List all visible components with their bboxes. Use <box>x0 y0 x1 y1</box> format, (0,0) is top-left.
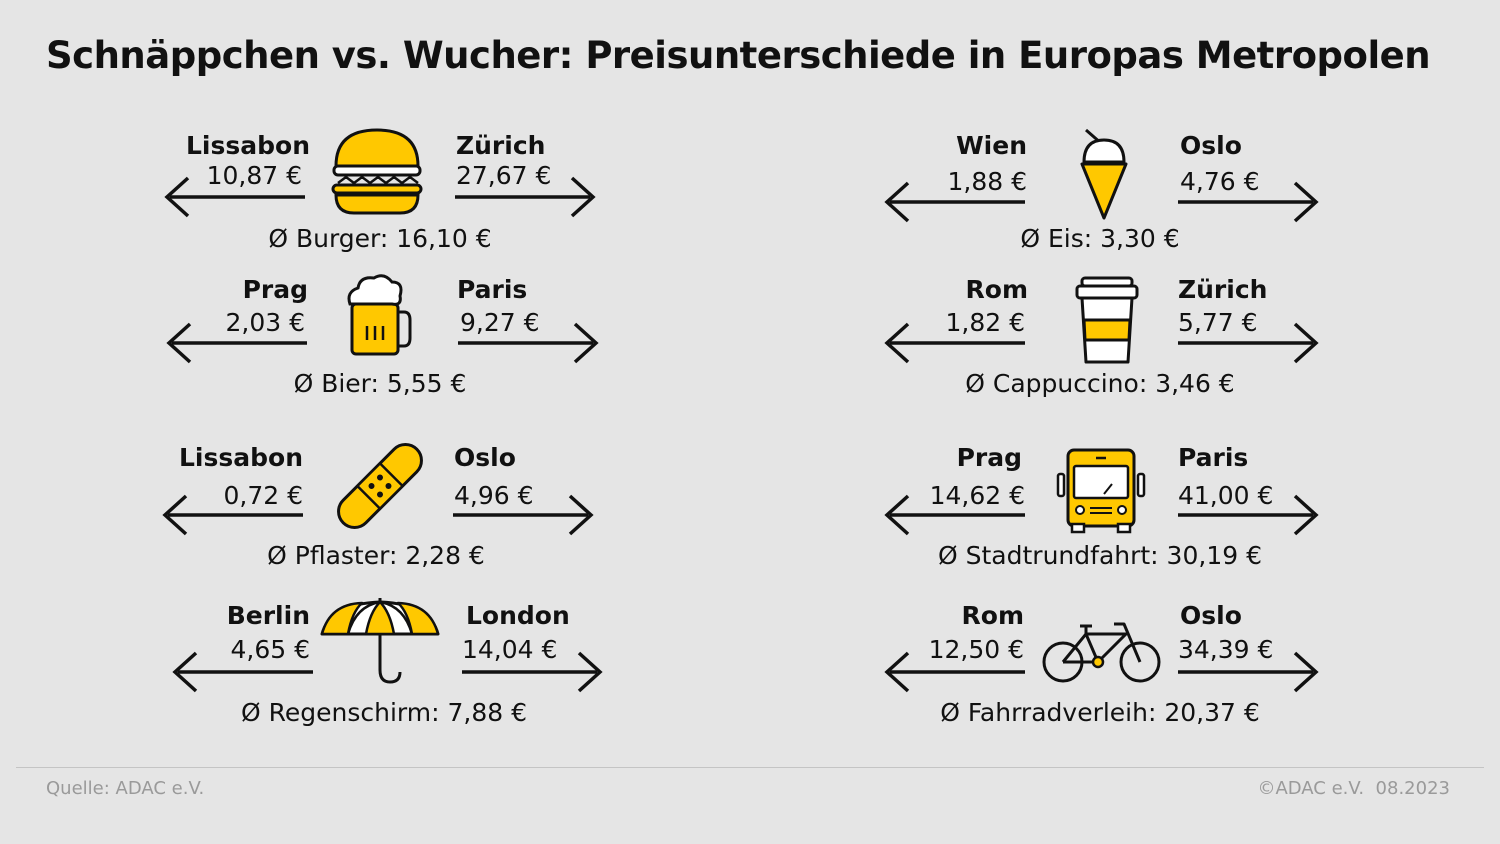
arrow-left <box>164 176 305 218</box>
footer-divider <box>16 767 1484 768</box>
cheap-price: 4,65 € <box>230 635 310 664</box>
comparison-burger: Lissabon 10,87 € Zürich 27,67 € Ø Burger… <box>160 128 600 258</box>
expensive-price: 5,77 € <box>1178 308 1258 337</box>
expensive-city: Zürich <box>456 131 546 160</box>
arrow-right <box>453 494 594 536</box>
arrow-left <box>884 651 1025 693</box>
expensive-city: Zürich <box>1178 275 1268 304</box>
umbrella-icon <box>320 598 440 684</box>
expensive-price: 27,67 € <box>456 161 552 190</box>
coffee-cup-icon <box>1075 276 1139 364</box>
cheap-price: 2,03 € <box>225 308 305 337</box>
arrow-right <box>1178 651 1319 693</box>
beer-mug-icon <box>347 274 412 356</box>
cheap-city: Prag <box>956 443 1022 472</box>
arrow-right <box>1178 181 1319 223</box>
bus-icon <box>1056 448 1146 534</box>
average-price: Ø Fahrradverleih: 20,37 € <box>940 698 1260 727</box>
page-title: Schnäppchen vs. Wucher: Preisunterschied… <box>46 34 1431 77</box>
copyright-note: ©ADAC e.V. 08.2023 <box>1257 778 1450 799</box>
ice-cream-icon <box>1080 128 1128 220</box>
cheap-city: Lissabon <box>179 443 303 472</box>
bicycle-icon <box>1042 622 1161 683</box>
expensive-city: Oslo <box>1180 131 1242 160</box>
average-price: Ø Stadtrundfahrt: 30,19 € <box>938 541 1262 570</box>
cheap-price: 0,72 € <box>223 481 303 510</box>
cheap-price: 1,88 € <box>947 167 1027 196</box>
expensive-price: 9,27 € <box>460 308 540 337</box>
arrow-left <box>166 322 307 364</box>
cheap-city: Lissabon <box>186 131 310 160</box>
arrow-right <box>1178 322 1319 364</box>
expensive-city: Paris <box>1178 443 1249 472</box>
comparison-ice-cream: Wien 1,88 € Oslo 4,76 € Ø Eis: 3,30 € <box>880 128 1320 258</box>
arrow-left <box>884 181 1025 223</box>
arrow-left <box>162 494 303 536</box>
cheap-price: 10,87 € <box>206 161 302 190</box>
cheap-city: Berlin <box>226 601 310 630</box>
expensive-price: 34,39 € <box>1178 635 1274 664</box>
cheap-price: 1,82 € <box>945 308 1025 337</box>
comparison-city-tour: Prag 14,62 € Paris 41,00 € Ø Stadtrundfa… <box>880 440 1320 570</box>
cheap-price: 12,50 € <box>928 635 1024 664</box>
cheap-city: Prag <box>242 275 308 304</box>
cheap-price: 14,62 € <box>929 481 1025 510</box>
expensive-city: Paris <box>457 275 528 304</box>
comparison-bike-rental: Rom 12,50 € Oslo 34,39 € Ø Fahrradverlei… <box>880 598 1320 728</box>
expensive-city: Oslo <box>454 443 516 472</box>
comparison-bandage: Lissabon 0,72 € Oslo 4,96 € Ø Pflaster: … <box>156 440 596 570</box>
expensive-city: London <box>466 601 570 630</box>
expensive-city: Oslo <box>1180 601 1242 630</box>
expensive-price: 4,76 € <box>1180 167 1260 196</box>
arrow-right <box>455 176 596 218</box>
average-price: Ø Bier: 5,55 € <box>293 369 467 398</box>
arrow-right <box>462 651 603 693</box>
average-price: Ø Burger: 16,10 € <box>268 224 492 253</box>
expensive-price: 14,04 € <box>462 635 558 664</box>
arrow-right <box>1178 494 1319 536</box>
average-price: Ø Pflaster: 2,28 € <box>267 541 485 570</box>
arrow-left <box>884 322 1025 364</box>
average-price: Ø Cappuccino: 3,46 € <box>965 369 1235 398</box>
arrow-left <box>884 494 1025 536</box>
comparison-umbrella: Berlin 4,65 € London 14,04 € Ø Regenschi… <box>164 598 604 728</box>
arrow-left <box>172 651 313 693</box>
comparison-beer: Prag 2,03 € Paris 9,27 € Ø Bier: 5,55 € <box>160 272 600 402</box>
arrow-right <box>458 322 599 364</box>
bandage-icon <box>337 443 423 529</box>
cheap-city: Rom <box>961 601 1024 630</box>
expensive-price: 4,96 € <box>454 481 534 510</box>
cheap-city: Wien <box>956 131 1027 160</box>
source-note: Quelle: ADAC e.V. <box>46 778 205 799</box>
burger-icon <box>331 128 423 215</box>
comparison-cappuccino: Rom 1,82 € Zürich 5,77 € Ø Cappuccino: 3… <box>880 272 1320 402</box>
expensive-price: 41,00 € <box>1178 481 1274 510</box>
average-price: Ø Regenschirm: 7,88 € <box>241 698 527 727</box>
cheap-city: Rom <box>965 275 1028 304</box>
average-price: Ø Eis: 3,30 € <box>1020 224 1180 253</box>
